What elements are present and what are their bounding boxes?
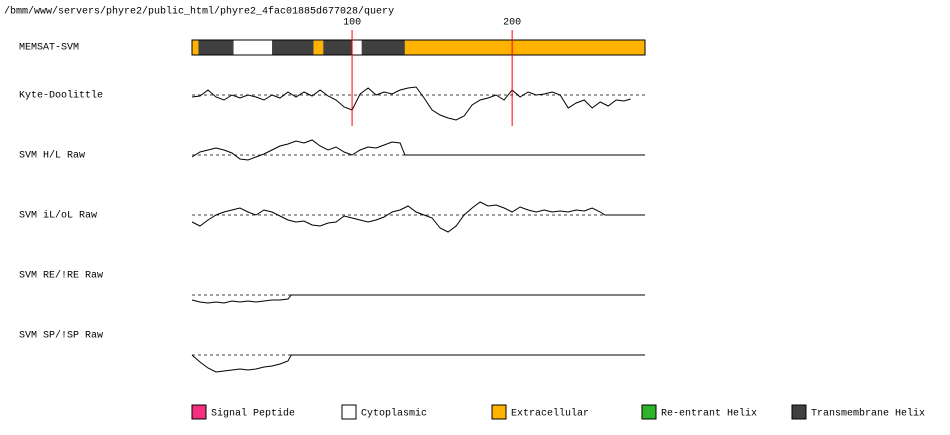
trace (191, 139, 645, 161)
legend-swatch (641, 404, 657, 420)
legend-label: Re-entrant Helix (661, 408, 757, 420)
track-label: SVM H/L Raw (19, 150, 85, 162)
track-label: SVM iL/oL Raw (19, 210, 97, 222)
trace (191, 294, 645, 304)
legend-swatch (791, 404, 807, 420)
x-tick-label: 200 (503, 18, 521, 29)
legend-swatch (191, 404, 207, 420)
trace (191, 86, 631, 121)
segment (323, 40, 353, 55)
segment (272, 40, 314, 55)
track-label: MEMSAT-SVM (19, 43, 79, 54)
legend-swatch (341, 404, 357, 420)
trace (191, 354, 645, 373)
segment (233, 40, 273, 55)
file-path: /bmm/www/servers/phyre2/public_html/phyr… (4, 6, 394, 18)
trace (191, 201, 645, 233)
legend-label: Cytoplasmic (361, 408, 427, 420)
segment (313, 40, 324, 55)
segment (352, 40, 362, 55)
track-label: SVM RE/!RE Raw (19, 270, 103, 282)
segment (361, 40, 405, 55)
legend-label: Transmembrane Helix (811, 408, 925, 420)
segment (404, 40, 645, 55)
segment (198, 40, 234, 55)
legend-label: Extracellular (511, 408, 589, 420)
legend-label: Signal Peptide (211, 408, 295, 420)
track-label: SVM SP/!SP Raw (19, 330, 103, 342)
bar-outline (191, 39, 646, 56)
track-label: Kyte-Doolittle (19, 90, 103, 102)
legend-swatch (491, 404, 507, 420)
x-tick-label: 100 (343, 18, 361, 29)
segment (192, 40, 199, 55)
